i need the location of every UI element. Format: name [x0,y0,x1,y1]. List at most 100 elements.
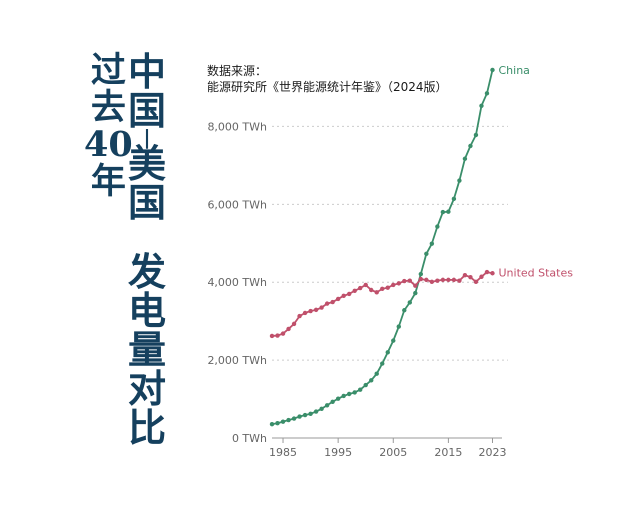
us-series-point [352,288,357,293]
y-tick-label: 4,000 TWh [207,276,267,289]
china-series-point [484,91,490,96]
us-series-point [479,274,484,279]
china-series-point [440,209,446,215]
title-char: 量 [128,327,167,372]
source-citation: 能源研究所《世界能源统计年鉴》（2024版） [207,80,448,94]
title-char: 过 [90,50,126,91]
china-series-point [324,403,330,408]
china-series-point [280,419,286,424]
china-series-point [335,396,341,401]
us-series-point [391,282,396,288]
china-series-point [275,421,280,426]
y-tick-label: 6,000 TWh [207,198,267,211]
china-series-point [435,224,440,229]
china-series-point [380,361,385,366]
title-char: 对 [128,366,167,411]
us-series-point [407,278,413,283]
title-char: 国 [128,180,167,225]
china-series-point [346,391,352,397]
china-series-point [385,350,390,355]
china-series-point [297,414,302,419]
china-series-point [269,421,275,427]
us-series-point [451,277,457,283]
china-series-point [352,390,357,395]
china-series-point [286,417,291,423]
y-tick-label: 2,000 TWh [207,354,267,367]
china-series-point [451,196,457,202]
title-char: 电 [128,288,167,333]
us-series-point [490,271,495,276]
x-tick-label: 1985 [269,446,297,459]
title-char: 比 [128,405,167,450]
china-series-point [479,103,484,108]
china-series-point [291,416,297,421]
us-series-point [369,287,374,293]
us-series-point [341,293,346,299]
us-series-point [308,308,313,314]
us-series-point [313,307,319,313]
china-series-point [413,290,418,296]
title-char: | [143,125,151,149]
us-series-point [269,333,275,339]
us-series-point [457,278,462,283]
us-series-point [363,282,368,288]
us-series-point [346,291,352,297]
china-series-point [407,300,413,305]
china-series-point [418,271,424,277]
us-series-point [484,269,490,275]
title-char: 发 [128,249,167,294]
china-series-point [369,378,374,383]
us-series-point [330,299,335,305]
us-series-point [374,290,379,295]
china-series-point [424,251,429,256]
china-series-point [357,387,363,392]
x-tick-label: 2005 [379,446,407,459]
us-series-point [385,285,390,290]
us-series-point [429,279,435,285]
china-series-point [341,393,346,399]
title-char: 中 [128,49,167,94]
us-series-point [297,313,302,319]
china-series-point [490,67,495,73]
china-series-point [473,132,479,138]
title-char: 去 [90,87,126,128]
china-series-label: China [498,64,529,77]
us-series-point [357,285,363,291]
title-column-2: 中国 | 美国发电量对比 [128,52,166,447]
china-series-point [462,156,468,161]
us-series-point [319,305,324,310]
us-series-point [275,333,280,338]
us-series-point [324,301,330,306]
us-series-point [380,286,385,292]
china-series-point [330,399,335,404]
y-tick-label: 8,000 TWh [207,120,267,133]
us-series-point [291,321,297,327]
x-tick-label: 2015 [434,446,462,459]
china-series-point [313,409,319,414]
y-tick-label: 0 TWh [232,432,267,445]
china-series-point [457,178,462,183]
us-series-point [302,310,308,316]
source-label: 数据来源： [207,64,268,78]
title-char: 美 [128,141,167,186]
us-series-point [286,326,291,332]
china-series-point [308,411,313,417]
title-char: 国 [128,88,167,133]
china-series-point [302,412,308,418]
us-series-point [402,278,407,284]
us-series-point [396,281,401,286]
us-series-label: United States [498,266,573,279]
us-series-point [435,278,440,283]
us-series-point [462,273,468,278]
title-char: 40 [84,124,133,165]
china-series-point [402,308,407,313]
china-series-point [374,371,379,376]
china-series-point [429,241,435,246]
x-tick-label: 2023 [478,446,506,459]
china-series-line [271,69,494,426]
us-series-point [473,279,479,285]
china-series-point [363,382,368,388]
us-series-point [280,331,286,336]
